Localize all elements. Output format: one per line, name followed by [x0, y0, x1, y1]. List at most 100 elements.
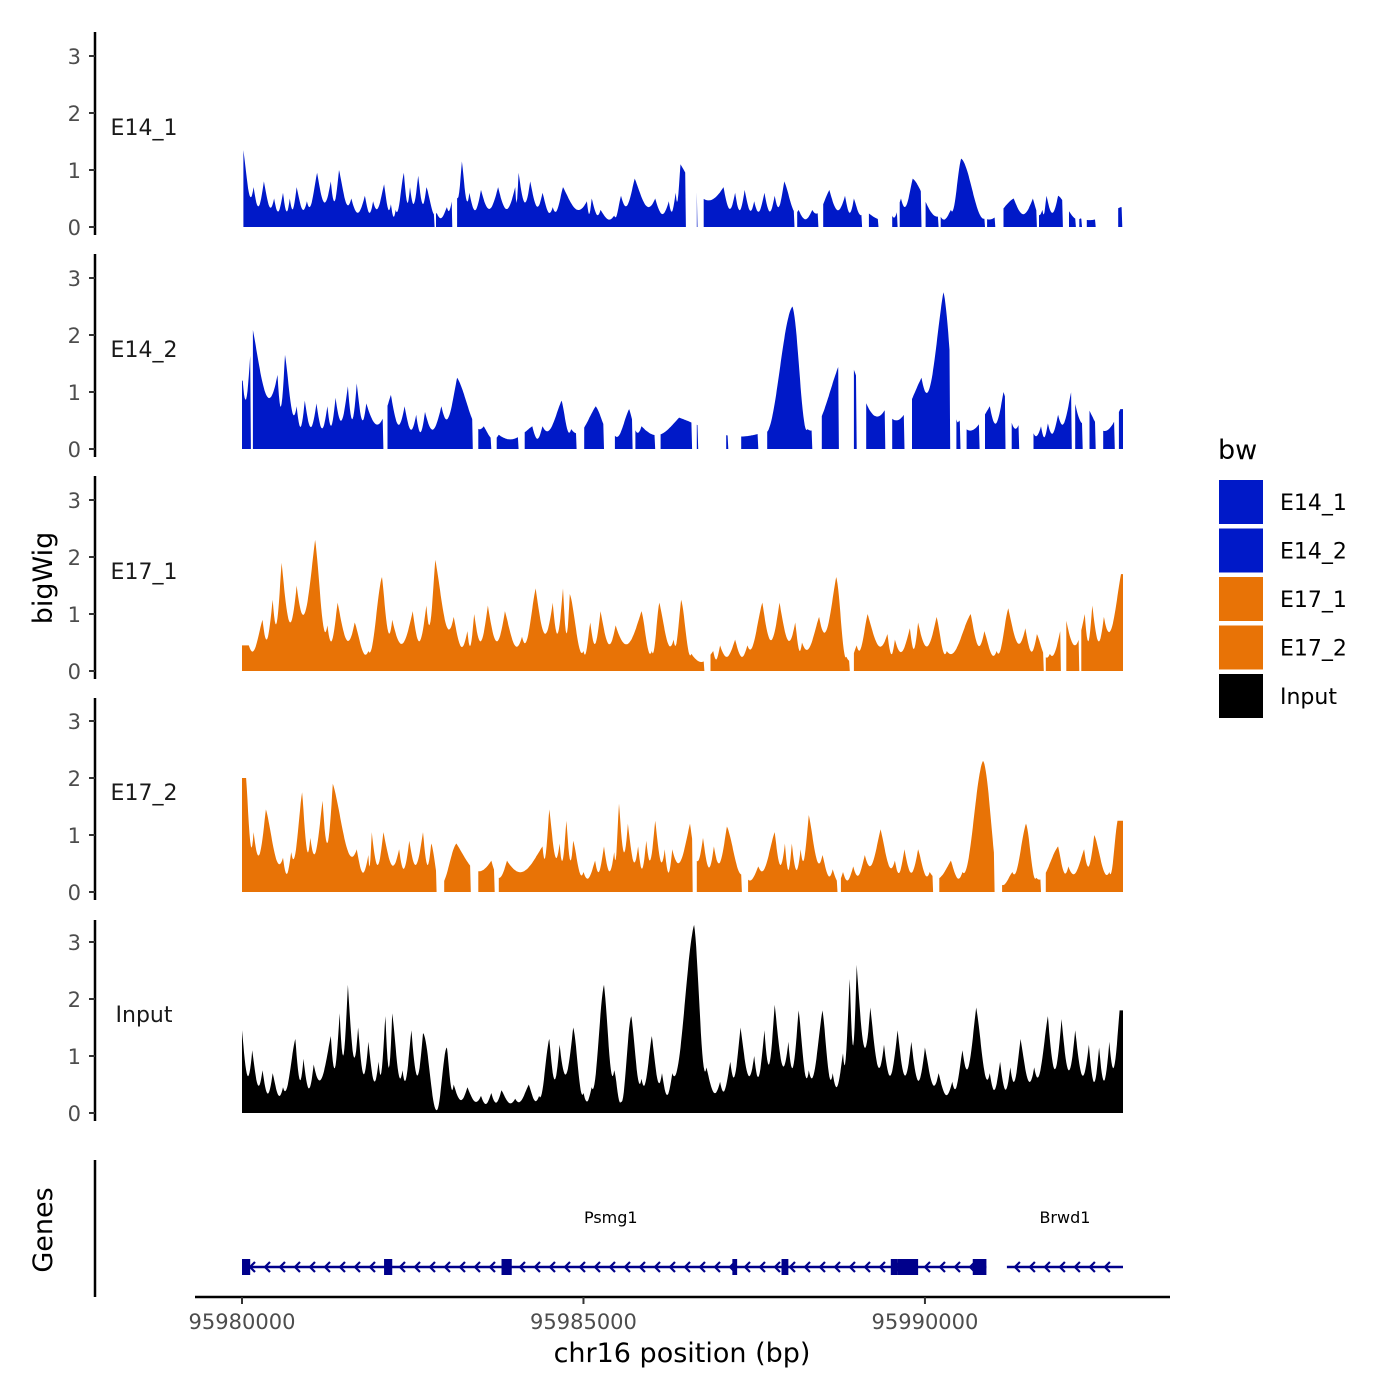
strand-arrow: [308, 1261, 316, 1273]
strand-arrow: [638, 1261, 646, 1273]
exon: [890, 1259, 898, 1275]
strand-arrow: [923, 1261, 931, 1273]
strand-arrow: [1043, 1261, 1051, 1273]
strand-arrow: [293, 1261, 301, 1273]
y-tick-label: 3: [68, 45, 81, 69]
strand-arrow: [278, 1261, 286, 1273]
track-e14-2: 0 1 2 3 E14_2: [68, 254, 1123, 462]
signal-area-e14-1: [243, 150, 1123, 227]
track-label: E14_2: [111, 338, 178, 363]
track-e14-1: 0 1 2 3 E14_1: [68, 32, 1123, 240]
strand-arrow: [683, 1261, 691, 1273]
strand-arrow: [398, 1261, 406, 1273]
gene-brwd1: Brwd1: [1006, 1208, 1123, 1273]
strand-arrow: [833, 1261, 841, 1273]
y-tick-label: 0: [68, 660, 81, 684]
signal-area-e17-1: [242, 539, 1123, 671]
strand-arrow: [533, 1261, 541, 1273]
gene-track: Psmg1 Brwd1: [93, 1160, 1123, 1297]
strand-arrow: [938, 1261, 946, 1273]
y-tick-label: 2: [68, 324, 81, 348]
legend: bw E14_1 E14_2 E17_1 E17_2 Input: [1218, 435, 1347, 718]
strand-arrow: [608, 1261, 616, 1273]
legend-label: E14_2: [1280, 540, 1347, 565]
legend-swatch: [1219, 480, 1263, 524]
legend-label: Input: [1280, 685, 1337, 710]
exon: [732, 1259, 738, 1275]
y-tick-label: 0: [68, 881, 81, 905]
strand-arrow: [788, 1261, 796, 1273]
legend-label: E14_1: [1280, 491, 1347, 516]
signal-area-e17-2: [242, 760, 1123, 892]
x-tick-label: 95985000: [530, 1310, 637, 1334]
y-tick-label: 3: [68, 267, 81, 291]
strand-arrow: [743, 1261, 751, 1273]
y-tick-label: 3: [68, 931, 81, 955]
legend-swatch: [1219, 577, 1263, 621]
y-tick-label: 2: [68, 102, 81, 126]
track-e17-2: 0 1 2 3 E17_2: [68, 698, 1123, 905]
strand-arrow: [623, 1261, 631, 1273]
x-axis-title: chr16 position (bp): [554, 1338, 811, 1369]
strand-arrow: [713, 1261, 721, 1273]
strand-arrow: [473, 1261, 481, 1273]
x-axis: 95980000 95985000 95990000: [189, 1295, 1170, 1334]
legend-swatch: [1219, 625, 1263, 670]
strand-arrow: [1028, 1261, 1036, 1273]
y-tick-label: 1: [68, 159, 81, 183]
strand-arrow: [338, 1261, 346, 1273]
x-tick-label: 95990000: [872, 1310, 979, 1334]
y-tick-label: 0: [68, 216, 81, 240]
track-label: E17_1: [111, 560, 178, 585]
y-axis-title: bigWig: [28, 532, 59, 625]
y-tick-label: 2: [68, 546, 81, 570]
strand-arrow: [413, 1261, 421, 1273]
strand-arrow: [488, 1261, 496, 1273]
exon: [384, 1259, 393, 1275]
strand-arrow: [428, 1261, 436, 1273]
y-tick-label: 1: [68, 603, 81, 627]
legend-label: E17_1: [1280, 588, 1347, 613]
strand-arrow: [953, 1261, 961, 1273]
genes-axis-title: Genes: [28, 1187, 59, 1272]
signal-area-e14-2: [242, 292, 1123, 449]
strand-arrow: [458, 1261, 466, 1273]
strand-arrow: [593, 1261, 601, 1273]
y-tick-label: 0: [68, 1102, 81, 1126]
strand-arrow: [578, 1261, 586, 1273]
strand-arrow: [1058, 1261, 1066, 1273]
strand-arrow: [818, 1261, 826, 1273]
strand-arrow: [698, 1261, 706, 1273]
strand-arrow: [353, 1261, 361, 1273]
strand-arrow: [563, 1261, 571, 1273]
legend-label: E17_2: [1280, 637, 1347, 662]
gene-psmg1: Psmg1: [242, 1208, 987, 1275]
strand-arrow: [878, 1261, 886, 1273]
strand-arrow: [848, 1261, 856, 1273]
strand-arrow: [368, 1261, 376, 1273]
exon: [501, 1259, 512, 1275]
bigwig-tracks: 0 1 2 3 E14_1 0 1 2 3 E14_2 0 1 2 3 E17_1 0 1 2 3 E17_2 0 1 2 3…: [68, 32, 1123, 1126]
gene-label: Brwd1: [1039, 1208, 1090, 1227]
y-tick-label: 1: [68, 1045, 81, 1069]
signal-area-input: [242, 924, 1123, 1113]
y-tick-label: 1: [68, 381, 81, 405]
exon: [972, 1259, 987, 1275]
x-tick-label: 95980000: [189, 1310, 296, 1334]
strand-arrow: [1103, 1261, 1111, 1273]
strand-arrow: [668, 1261, 676, 1273]
legend-title: bw: [1218, 435, 1257, 466]
strand-arrow: [863, 1261, 871, 1273]
legend-swatch: [1219, 528, 1263, 573]
track-label: E14_1: [111, 116, 178, 141]
y-tick-label: 3: [68, 489, 81, 513]
y-tick-label: 2: [68, 767, 81, 791]
y-tick-label: 3: [68, 710, 81, 734]
track-label: Input: [116, 1003, 173, 1028]
strand-arrow: [548, 1261, 556, 1273]
legend-swatch: [1219, 674, 1263, 718]
strand-arrow: [1013, 1261, 1021, 1273]
strand-arrow: [758, 1261, 766, 1273]
strand-arrow: [1073, 1261, 1081, 1273]
